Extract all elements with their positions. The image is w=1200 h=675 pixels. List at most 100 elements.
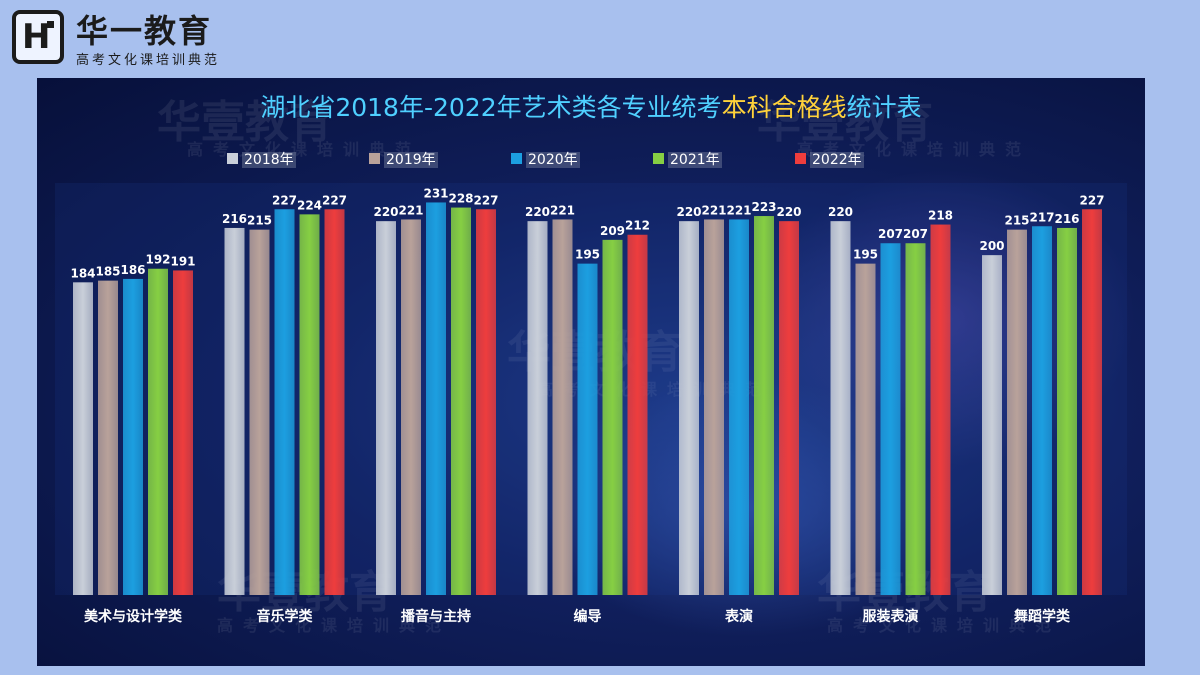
data-label: 223 (751, 200, 776, 214)
legend-swatch (511, 153, 522, 164)
category-label: 播音与主持 (401, 608, 471, 625)
data-label: 216 (1054, 212, 1079, 226)
watermark-subtitle: 高考文化课培训典范 (217, 616, 452, 635)
data-label: 215 (247, 214, 272, 228)
data-label: 227 (1079, 193, 1104, 207)
bar (401, 219, 421, 595)
legend-swatch (795, 153, 806, 164)
bar (148, 268, 168, 595)
bar (527, 221, 548, 596)
chart-title-highlight: 本科合格线 (721, 93, 847, 122)
data-label: 227 (272, 193, 297, 207)
data-label: 215 (1004, 214, 1029, 228)
brand-name: 华一教育 (76, 12, 213, 50)
data-label: 221 (550, 203, 575, 217)
bar (1007, 229, 1027, 595)
legend-swatch (653, 153, 664, 164)
bar (324, 209, 345, 595)
bar (552, 219, 573, 595)
bar (880, 243, 901, 595)
legend-item: 2022年 (795, 148, 864, 168)
data-label: 200 (979, 239, 1004, 253)
data-label: 220 (776, 205, 801, 219)
bar (754, 216, 774, 596)
bar (299, 214, 320, 595)
bar (627, 234, 648, 595)
bar (476, 209, 496, 595)
watermark-subtitle: 高考文化课培训典范 (187, 140, 422, 159)
chart-title-part1: 湖北省2018年-2022年艺术类各专业统考 (260, 93, 722, 122)
bar (376, 221, 396, 596)
brand-subtitle: 高考文化课培训典范 (76, 53, 221, 68)
legend-item: 2021年 (653, 148, 722, 168)
data-label: 220 (676, 205, 701, 219)
data-label: 195 (853, 248, 878, 262)
bar (679, 221, 699, 596)
data-label: 217 (1029, 210, 1054, 224)
bar (1057, 227, 1077, 595)
logo-icon: H (12, 10, 64, 64)
watermark-name: 华壹教育 (157, 97, 333, 148)
data-label: 209 (600, 224, 625, 238)
data-label: 227 (322, 193, 347, 207)
data-label: 192 (145, 253, 170, 267)
bar (982, 255, 1002, 595)
data-label: 231 (423, 186, 448, 200)
data-label: 221 (701, 203, 726, 217)
data-label: 186 (120, 263, 145, 277)
category-label: 音乐学类 (257, 608, 314, 625)
data-label: 221 (726, 203, 751, 217)
legend-label: 2022年 (810, 151, 864, 168)
category-label: 编导 (574, 608, 602, 625)
data-label: 184 (70, 266, 95, 280)
data-label: 207 (903, 227, 928, 241)
legend-label: 2019年 (384, 151, 438, 168)
data-label: 220 (525, 205, 550, 219)
bar (779, 221, 799, 596)
bar (73, 282, 93, 595)
bar (1032, 226, 1052, 596)
data-label: 220 (828, 205, 853, 219)
data-label: 224 (297, 198, 322, 212)
bar (830, 221, 851, 596)
watermark-subtitle: 高考文化课培训典范 (827, 616, 1062, 635)
data-label: 228 (448, 192, 473, 206)
legend-swatch (227, 153, 238, 164)
bar (123, 278, 143, 595)
bar (98, 280, 118, 595)
data-label: 185 (95, 265, 120, 279)
data-label: 221 (398, 203, 423, 217)
bar (173, 270, 193, 595)
legend-swatch (369, 153, 380, 164)
watermark-name: 华壹教育 (757, 97, 933, 148)
category-label: 服装表演 (863, 608, 919, 625)
bar (729, 219, 749, 595)
bar (905, 243, 926, 595)
legend-item: 2019年 (369, 148, 438, 168)
data-label: 218 (928, 209, 953, 223)
data-label: 195 (575, 248, 600, 262)
data-label: 227 (473, 193, 498, 207)
legend-item: 2018年 (227, 148, 296, 168)
bar (930, 224, 951, 595)
bar (451, 207, 471, 595)
data-label: 220 (373, 205, 398, 219)
data-label: 191 (170, 254, 195, 268)
data-label: 216 (222, 212, 247, 226)
chart-title: 湖北省2018年-2022年艺术类各专业统考本科合格线统计表 (37, 90, 1145, 126)
brand-logo: H 华一教育 高考文化课培训典范 (12, 10, 252, 72)
chart-title-part3: 统计表 (846, 93, 922, 122)
legend-item: 2020年 (511, 148, 580, 168)
bar (855, 263, 876, 595)
category-label: 舞蹈学类 (1014, 608, 1071, 625)
bar (577, 263, 598, 595)
legend-label: 2021年 (668, 151, 722, 168)
category-label: 美术与设计学类 (84, 608, 183, 625)
bar (249, 229, 270, 595)
bar (426, 202, 446, 595)
legend-label: 2018年 (242, 151, 296, 168)
bar (274, 209, 295, 595)
bar (1082, 209, 1102, 595)
category-label: 表演 (724, 608, 753, 625)
